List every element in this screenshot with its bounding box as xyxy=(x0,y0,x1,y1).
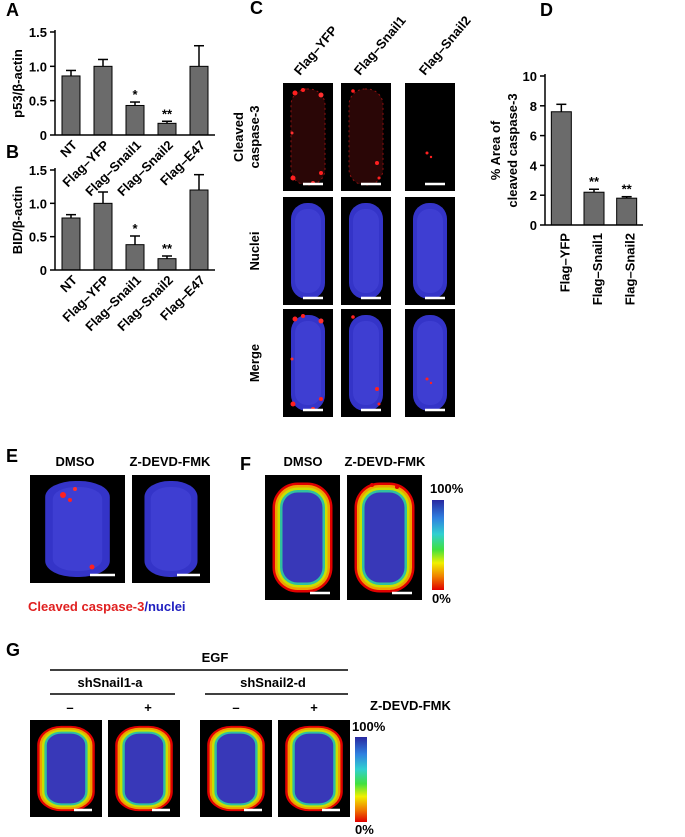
bar xyxy=(189,189,209,271)
legend-stain: Cleaved caspase-3 xyxy=(28,599,144,614)
legend-text: Cleaved caspase-3/nuclei xyxy=(28,599,186,614)
significance: ** xyxy=(622,182,633,197)
x-tick-label: Flag–YFP xyxy=(557,233,572,293)
significance: * xyxy=(132,87,138,102)
heatmaps xyxy=(265,475,444,600)
bar xyxy=(61,75,81,136)
significance: ** xyxy=(589,174,600,189)
y-tick-label: 1.0 xyxy=(29,59,47,74)
scale-min: 0% xyxy=(355,822,374,837)
bar xyxy=(616,197,638,226)
bar xyxy=(157,258,177,271)
y-tick-label: 1.5 xyxy=(29,163,47,178)
panel-label: G xyxy=(6,640,20,660)
group-label: shSnail1-a xyxy=(77,675,143,690)
row-label: caspase-3 xyxy=(247,106,262,169)
y-tick-label: 0 xyxy=(40,128,47,143)
y-tick-label: 2 xyxy=(530,188,537,203)
significance: ** xyxy=(162,106,173,121)
y-tick-label: 0.5 xyxy=(29,230,47,245)
bar xyxy=(157,122,177,136)
y-axis-label: p53/β-actin xyxy=(10,49,25,118)
panel-label: F xyxy=(240,454,251,474)
group-label: shSnail2-d xyxy=(240,675,306,690)
condition-label: DMSO xyxy=(284,454,323,469)
column-label: Flag–YFP xyxy=(291,23,341,78)
x-tick-label: NT xyxy=(57,137,80,160)
condition-label: DMSO xyxy=(56,454,95,469)
column-label: Flag–Snail2 xyxy=(416,13,474,78)
row-label: Merge xyxy=(247,344,262,382)
panel-label: D xyxy=(540,0,553,20)
micrographs xyxy=(282,82,455,417)
y-tick-label: 1.0 xyxy=(29,196,47,211)
column-label: Flag–Snail1 xyxy=(351,13,409,78)
bar xyxy=(125,244,145,271)
sign: + xyxy=(144,700,152,715)
sign: – xyxy=(232,700,239,715)
y-tick-label: 6 xyxy=(530,129,537,144)
bar xyxy=(125,104,145,136)
y-tick-label: 4 xyxy=(530,158,538,173)
heatmaps xyxy=(30,720,367,822)
bar xyxy=(583,191,605,226)
panel-label: A xyxy=(6,0,19,20)
panel-label: E xyxy=(6,446,18,466)
treatment-label: EGF xyxy=(202,650,229,665)
row-label: Cleaved xyxy=(231,112,246,162)
y-axis-label: BID/β-actin xyxy=(10,186,25,255)
condition-label: Z-DEVD-FMK xyxy=(345,454,426,469)
significance: * xyxy=(132,221,138,236)
scale-max: 100% xyxy=(430,481,464,496)
sign: + xyxy=(310,700,318,715)
y-tick-label: 0 xyxy=(40,263,47,278)
sign: – xyxy=(66,700,73,715)
condition-label: Z-DEVD-FMK xyxy=(130,454,211,469)
legend-nuclei: /nuclei xyxy=(144,599,185,614)
y-tick-label: 0.5 xyxy=(29,94,47,109)
scale-max: 100% xyxy=(352,719,386,734)
micrographs xyxy=(30,475,210,583)
y-tick-label: 8 xyxy=(530,99,537,114)
x-tick-label: Flag–Snail2 xyxy=(623,233,638,305)
bar xyxy=(189,65,209,136)
bar xyxy=(93,65,113,136)
bar xyxy=(93,202,113,271)
y-tick-label: 1.5 xyxy=(29,25,47,40)
panel-label: C xyxy=(250,0,263,18)
y-tick-label: 0 xyxy=(530,218,537,233)
row-label: Nuclei xyxy=(247,231,262,270)
y-tick-label: 10 xyxy=(523,69,537,84)
panel-label: B xyxy=(6,142,19,162)
inhibitor-label: Z-DEVD-FMK xyxy=(370,698,451,713)
x-tick-label: Flag–Snail1 xyxy=(590,233,605,305)
scale-min: 0% xyxy=(432,591,451,606)
bar xyxy=(550,111,572,226)
x-tick-label: NT xyxy=(57,272,80,295)
significance: ** xyxy=(162,241,173,256)
y-axis-label: % Area of xyxy=(488,120,503,180)
bar xyxy=(61,217,81,271)
y-axis-label: cleaved caspase-3 xyxy=(505,93,520,207)
